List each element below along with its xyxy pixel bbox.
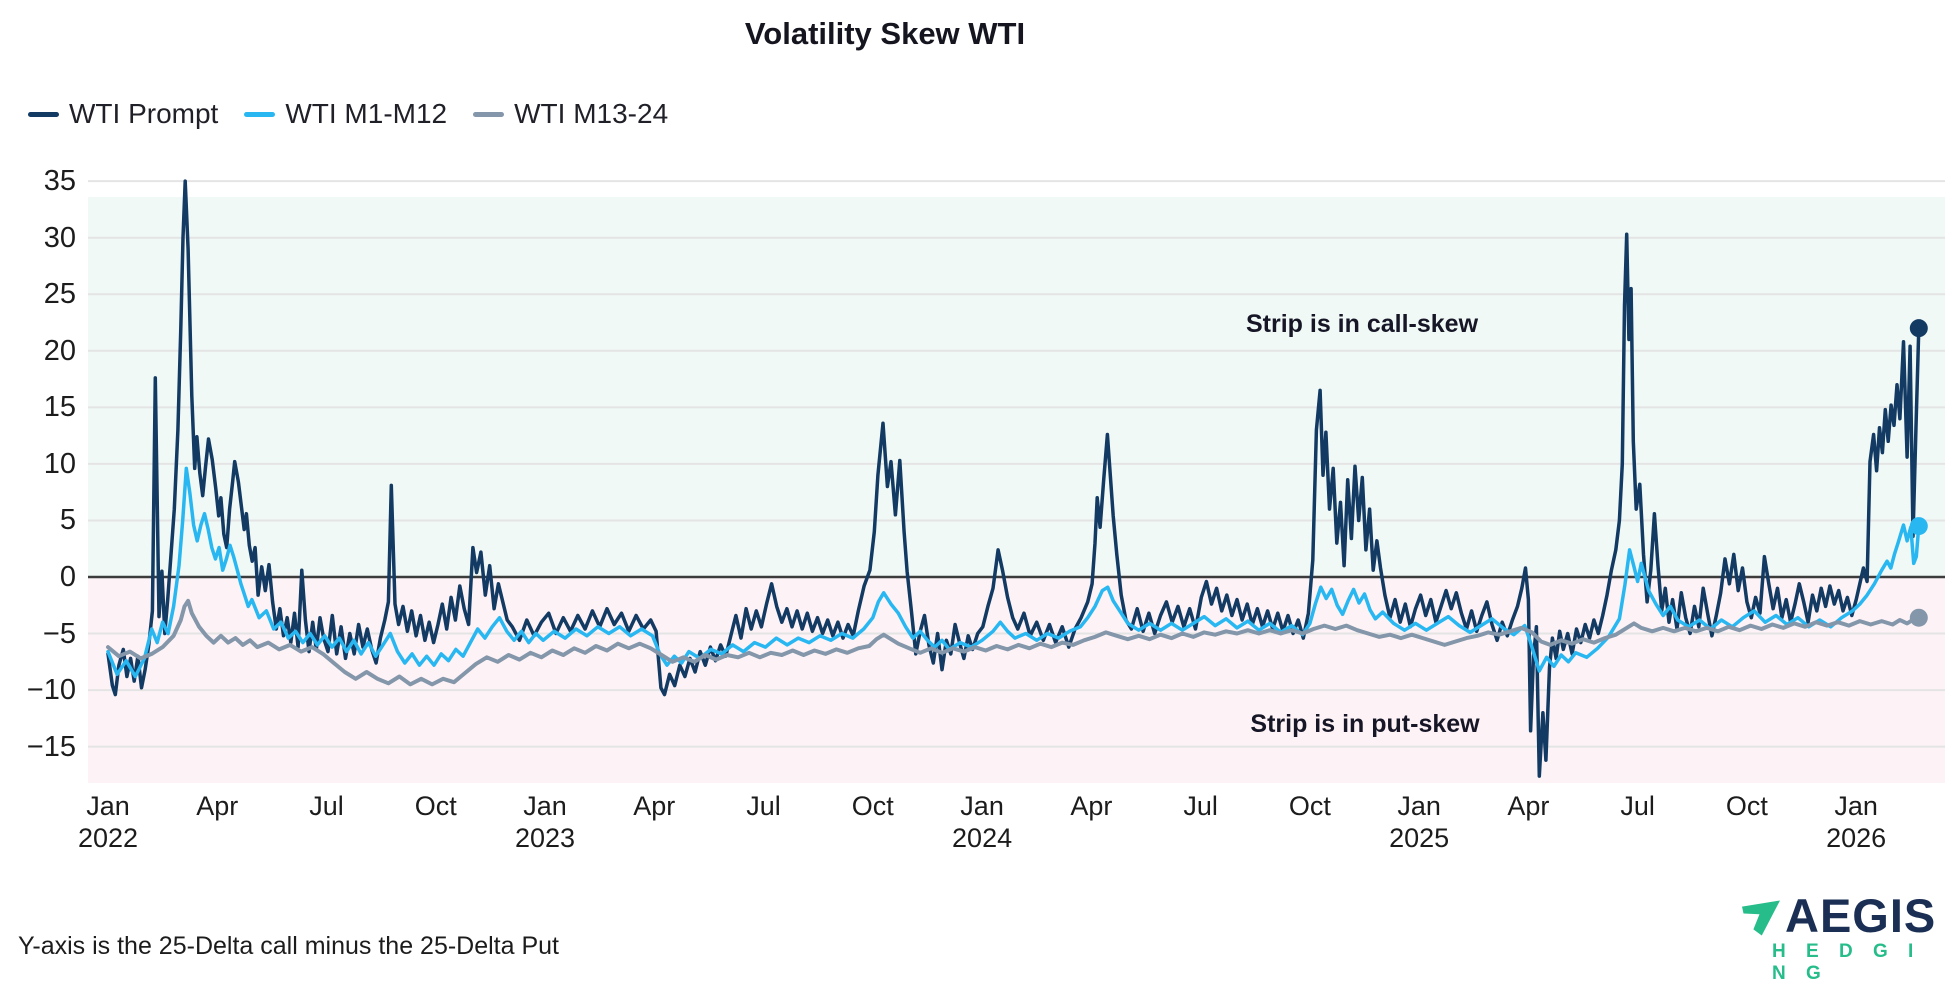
y-tick--10: −10 [26,674,76,707]
y-tick--15: −15 [26,730,76,763]
legend-swatch-wti-m1-m12 [244,111,276,117]
chart-legend: WTI Prompt WTI M1-M12 WTI M13-24 [28,98,668,130]
x-tick-year-2025: 2025 [1389,823,1450,853]
x-tick-jul: Jul [1183,791,1218,821]
x-tick-jan-2024: Jan [960,791,1004,821]
x-tick-jul: Jul [746,791,781,821]
call-skew-annotation: Strip is in call-skew [1245,310,1479,338]
put-skew-annotation: Strip is in put-skew [1250,710,1480,738]
x-tick-apr: Apr [196,791,239,821]
y-tick-20: 20 [43,334,76,367]
x-tick-jan-2022: Jan [86,791,130,821]
y-tick--5: −5 [42,617,76,650]
x-tick-jan-2026: Jan [1834,791,1878,821]
y-tick-15: 15 [43,391,76,424]
y-tick-0: 0 [59,561,76,593]
x-tick-jul: Jul [309,791,344,821]
x-tick-oct: Oct [851,791,894,821]
legend-item-wti-m13-24[interactable]: WTI M13-24 [473,98,668,130]
series-end-dot-wti-prompt [1909,319,1928,338]
logo-name: AEGIS [1785,889,1937,942]
aegis-logo: AEGIS H E D G I N G [1742,889,1947,984]
series-line-wti-m1-m12 [106,466,1921,679]
y-tick-25: 25 [43,278,76,311]
x-tick-apr: Apr [633,791,676,821]
x-tick-oct: Oct [1288,791,1331,821]
series-end-dot-wti-m13-24 [1909,608,1928,627]
legend-swatch-wti-m13-24 [473,111,505,117]
y-tick-5: 5 [59,504,76,537]
x-tick-apr: Apr [1070,791,1113,821]
legend-item-wti-m1-m12[interactable]: WTI M1-M12 [244,98,447,130]
x-tick-year-2022: 2022 [77,823,139,853]
x-tick-year-2023: 2023 [514,823,576,853]
footer-note: Y-axis is the 25-Delta call minus the 25… [18,932,560,960]
legend-swatch-wti-prompt [28,111,59,117]
call-skew-band [88,197,1945,577]
x-tick-oct: Oct [414,791,457,821]
legend-label-wti-m13-24: WTI M13-24 [514,98,669,129]
legend-label-wti-prompt: WTI Prompt [69,98,219,129]
y-tick-30: 30 [43,221,76,254]
series-line-wti-m13-24 [106,598,1921,687]
series-end-dot-wti-m1-m12 [1909,517,1928,536]
page-title: Volatility Skew WTI [744,16,1026,51]
aegis-flag-icon [1742,900,1780,936]
legend-label-wti-m1-m12: WTI M1-M12 [285,98,448,129]
x-tick-jan-2023: Jan [523,791,567,821]
y-tick-35: 35 [43,165,76,198]
x-tick-apr: Apr [1507,791,1550,821]
x-tick-year-2026: 2026 [1826,823,1887,853]
legend-item-wti-prompt[interactable]: WTI Prompt [28,98,218,130]
x-tick-jul: Jul [1620,791,1655,821]
x-tick-jan-2025: Jan [1397,791,1441,821]
x-tick-year-2024: 2024 [952,823,1013,853]
x-tick-oct: Oct [1725,791,1768,821]
logo-subtitle: H E D G I N G [1772,941,1921,984]
y-tick-10: 10 [43,447,76,480]
